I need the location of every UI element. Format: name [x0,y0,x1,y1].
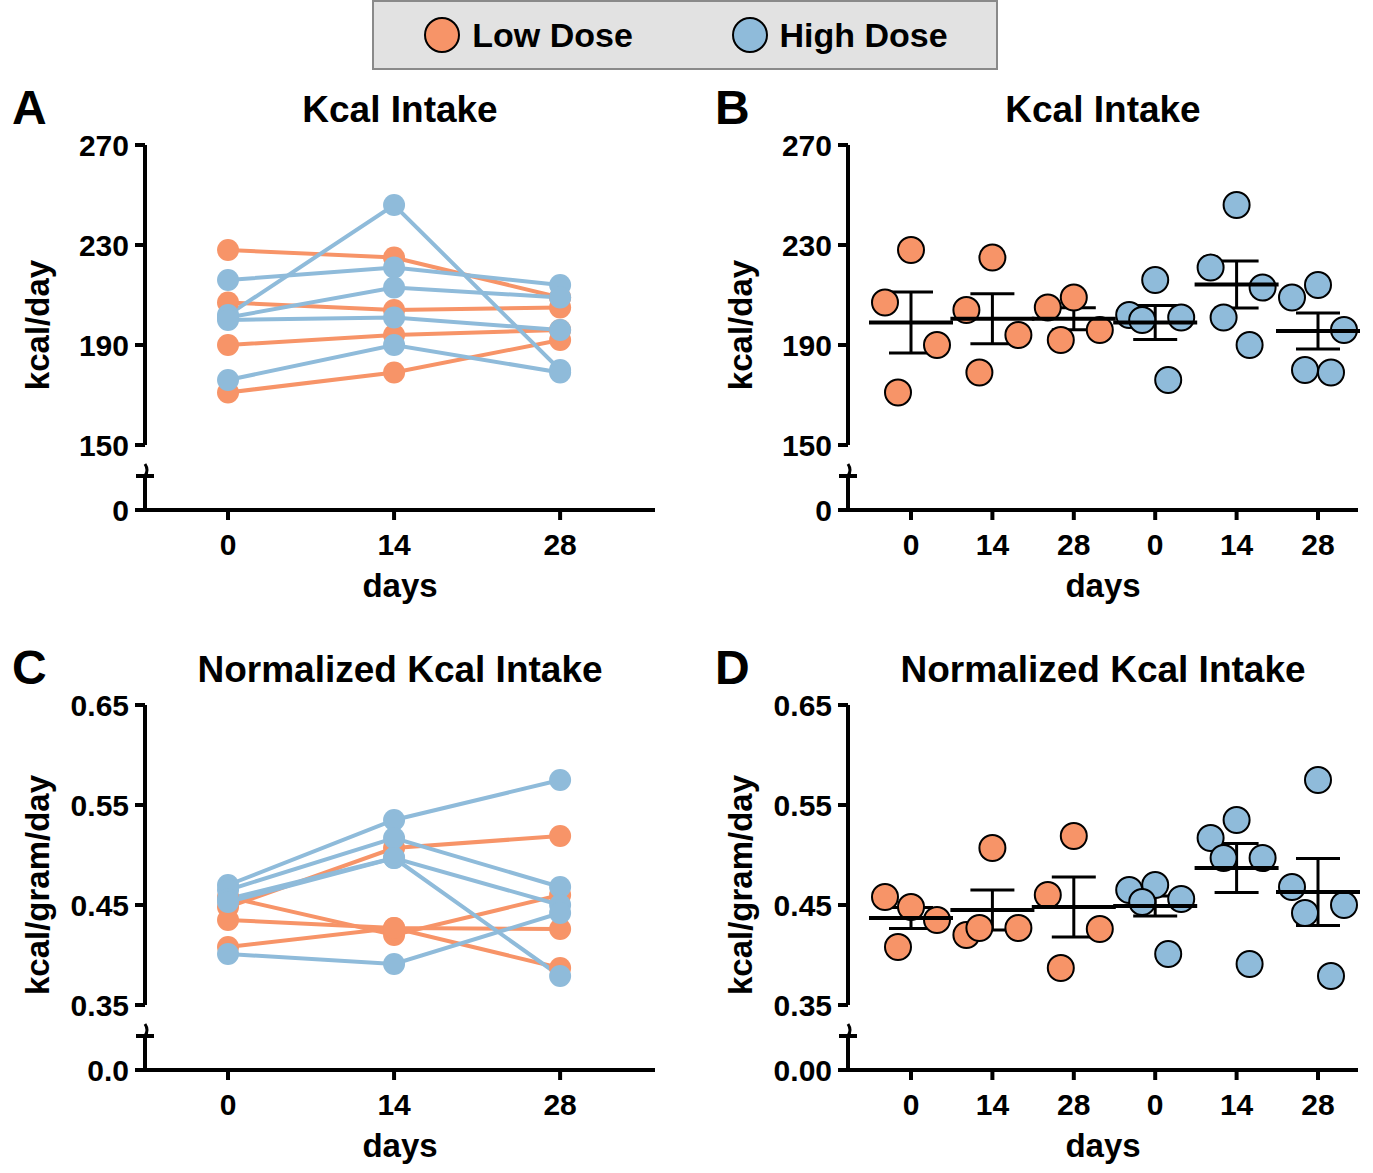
svg-text:14: 14 [976,528,1010,561]
html-text:days: days [362,567,438,604]
svg-text:0: 0 [903,1088,920,1121]
svg-text:0: 0 [1147,1088,1164,1121]
svg-text:270: 270 [782,129,832,162]
html-text:Low Dose: Low Dose [472,15,633,54]
svg-text:0: 0 [220,1088,237,1121]
svg-text:28: 28 [1301,528,1334,561]
svg-text:0.45: 0.45 [774,889,832,922]
svg-text:0: 0 [903,528,920,561]
svg-text:150: 150 [782,429,832,460]
html-text:kcal/gram/day: kcal/gram/day [722,774,759,996]
html-text:C: C [12,641,47,694]
svg-text:0.00: 0.00 [774,1054,832,1087]
html-text:days: days [362,1127,438,1164]
svg-text:230: 230 [782,229,832,262]
svg-text:0: 0 [112,494,129,527]
svg-text:0.0: 0.0 [87,1054,129,1087]
svg-text:0.65: 0.65 [71,689,129,722]
svg-text:14: 14 [377,528,411,561]
svg-text:14: 14 [1220,528,1254,561]
svg-text:14: 14 [377,1088,411,1121]
html-text:days: days [1065,567,1141,604]
html-text:days: days [1065,1127,1141,1164]
html-text:Kcal Intake: Kcal Intake [1005,89,1201,130]
svg-text:14: 14 [976,1088,1010,1121]
html-text:kcal/day: kcal/day [19,259,56,391]
html-text:B: B [715,81,750,134]
svg-text:28: 28 [1057,528,1090,561]
svg-text:0: 0 [815,494,832,527]
html-text:kcal/gram/day: kcal/gram/day [19,774,56,996]
svg-text:0.65: 0.65 [774,689,832,722]
svg-text:150: 150 [79,429,129,460]
svg-text:28: 28 [543,1088,576,1121]
html-text:kcal/day: kcal/day [722,259,759,391]
html-text:Normalized Kcal Intake: Normalized Kcal Intake [197,649,603,690]
html-text:High Dose: High Dose [779,15,948,54]
html-text:D: D [715,641,750,694]
svg-text:28: 28 [543,528,576,561]
svg-text:230: 230 [79,229,129,262]
svg-text:14: 14 [1220,1088,1254,1121]
html-text:A: A [12,81,47,134]
svg-text:0: 0 [220,528,237,561]
svg-text:190: 190 [782,329,832,362]
svg-text:28: 28 [1301,1088,1334,1121]
svg-text:190: 190 [79,329,129,362]
svg-text:0.35: 0.35 [774,989,832,1020]
html-text:Kcal Intake: Kcal Intake [302,89,498,130]
svg-text:0.45: 0.45 [71,889,129,922]
html-text:Normalized Kcal Intake: Normalized Kcal Intake [900,649,1306,690]
svg-text:0: 0 [1147,528,1164,561]
svg-text:28: 28 [1057,1088,1090,1121]
svg-text:0.35: 0.35 [71,989,129,1020]
svg-text:0.55: 0.55 [774,789,832,822]
svg-text:0.55: 0.55 [71,789,129,822]
svg-text:270: 270 [79,129,129,162]
